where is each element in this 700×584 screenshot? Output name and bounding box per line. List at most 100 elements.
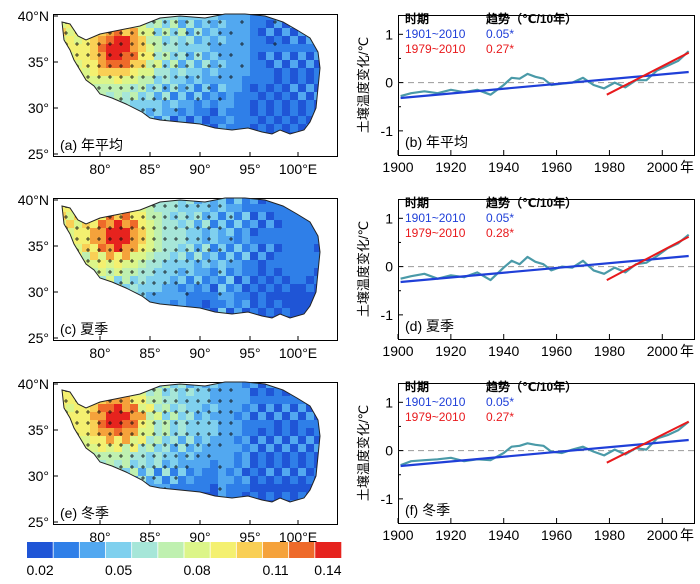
- map-cell: [242, 300, 251, 309]
- cross-marker: [163, 53, 167, 57]
- cross-marker: [218, 97, 222, 101]
- map-cell: [234, 436, 243, 445]
- cross-marker: [130, 248, 134, 252]
- cross-marker: [97, 270, 101, 274]
- map-cell: [282, 212, 291, 221]
- map-cell: [122, 436, 131, 445]
- map-cell: [290, 260, 299, 269]
- map-cell: [306, 428, 315, 437]
- map-cell: [154, 276, 163, 285]
- cross-marker: [119, 97, 123, 101]
- map-cell: [146, 84, 155, 93]
- map-cell: [274, 212, 283, 221]
- map-cell: [250, 476, 259, 485]
- map-cell: [218, 52, 227, 61]
- cross-marker: [152, 292, 156, 296]
- map-cell: [210, 292, 219, 301]
- map-cell: [154, 76, 163, 85]
- map-cell: [282, 52, 291, 61]
- cross-marker: [130, 42, 134, 46]
- cross-marker: [174, 443, 178, 447]
- x-tick-label: 1940: [488, 527, 519, 543]
- map-cell: [290, 468, 299, 477]
- cross-marker: [152, 465, 156, 469]
- map-cell: [170, 198, 179, 205]
- cross-marker: [207, 259, 211, 263]
- cross-marker: [174, 108, 178, 112]
- map-cell: [290, 92, 299, 101]
- map-cell: [250, 452, 259, 461]
- cross-marker: [119, 248, 123, 252]
- map-cell: [242, 382, 251, 389]
- map-cell: [170, 14, 179, 21]
- map-cell: [258, 492, 267, 501]
- map-cell: [258, 244, 267, 253]
- map-cell: [258, 308, 267, 317]
- cross-marker: [196, 421, 200, 425]
- map-cell: [170, 76, 179, 85]
- map-cell: [138, 428, 147, 437]
- map-cell: [258, 68, 267, 77]
- map-cell: [298, 124, 307, 133]
- map-cell: [226, 268, 235, 277]
- map-cell: [202, 68, 211, 77]
- map-cell: [106, 36, 115, 45]
- x-axis-label: 年: [680, 343, 694, 359]
- map-cell: [282, 236, 291, 245]
- map-cell: [186, 420, 195, 429]
- map-cell: [266, 396, 275, 405]
- map-cell: [162, 260, 171, 269]
- cross-marker: [97, 75, 101, 79]
- map-cell: [226, 44, 235, 53]
- cross-marker: [130, 215, 134, 219]
- map-cell: [242, 252, 251, 261]
- map-cell: [138, 420, 147, 429]
- map-cell: [170, 36, 179, 45]
- map-cell: [250, 412, 259, 421]
- map-cell: [266, 444, 275, 453]
- cross-marker: [185, 53, 189, 57]
- y-axis-label: 土壤温度变化/℃: [356, 405, 371, 501]
- cross-marker: [218, 388, 222, 392]
- cross-marker: [141, 86, 145, 90]
- map-cell: [114, 436, 123, 445]
- map-cell: [290, 292, 299, 301]
- map-cell: [122, 44, 131, 53]
- map-cell: [250, 276, 259, 285]
- map-cell: [186, 428, 195, 437]
- cross-marker: [152, 476, 156, 480]
- map-cell: [74, 420, 83, 429]
- map-cell: [170, 220, 179, 229]
- colorbar-tick-label: 0.14: [314, 562, 341, 578]
- map-cell: [306, 260, 315, 269]
- map-cell: [226, 476, 235, 485]
- map-cell: [274, 404, 283, 413]
- map-cell: [250, 268, 259, 277]
- cross-marker: [152, 454, 156, 458]
- map-cell: [178, 404, 187, 413]
- map-cell: [114, 428, 123, 437]
- map-cell: [122, 452, 131, 461]
- map-cell: [170, 484, 179, 493]
- map-cell: [226, 228, 235, 237]
- map-cell: [138, 212, 147, 221]
- lat-label: 40°N: [18, 192, 49, 208]
- cross-marker: [152, 108, 156, 112]
- map-cell: [154, 220, 163, 229]
- cross-marker: [174, 53, 178, 57]
- map-cell: [162, 468, 171, 477]
- map-cell: [234, 212, 243, 221]
- cross-marker: [174, 454, 178, 458]
- map-cell: [186, 36, 195, 45]
- map-cell: [162, 292, 171, 301]
- map-cell: [186, 460, 195, 469]
- map-cell: [298, 260, 307, 269]
- x-tick-label: 1940: [488, 159, 519, 175]
- map-cell: [250, 36, 259, 45]
- map-cell: [138, 244, 147, 253]
- map-cell: [202, 396, 211, 405]
- map-cell: [154, 412, 163, 421]
- x-tick-label: 1920: [435, 159, 466, 175]
- map-cell: [154, 404, 163, 413]
